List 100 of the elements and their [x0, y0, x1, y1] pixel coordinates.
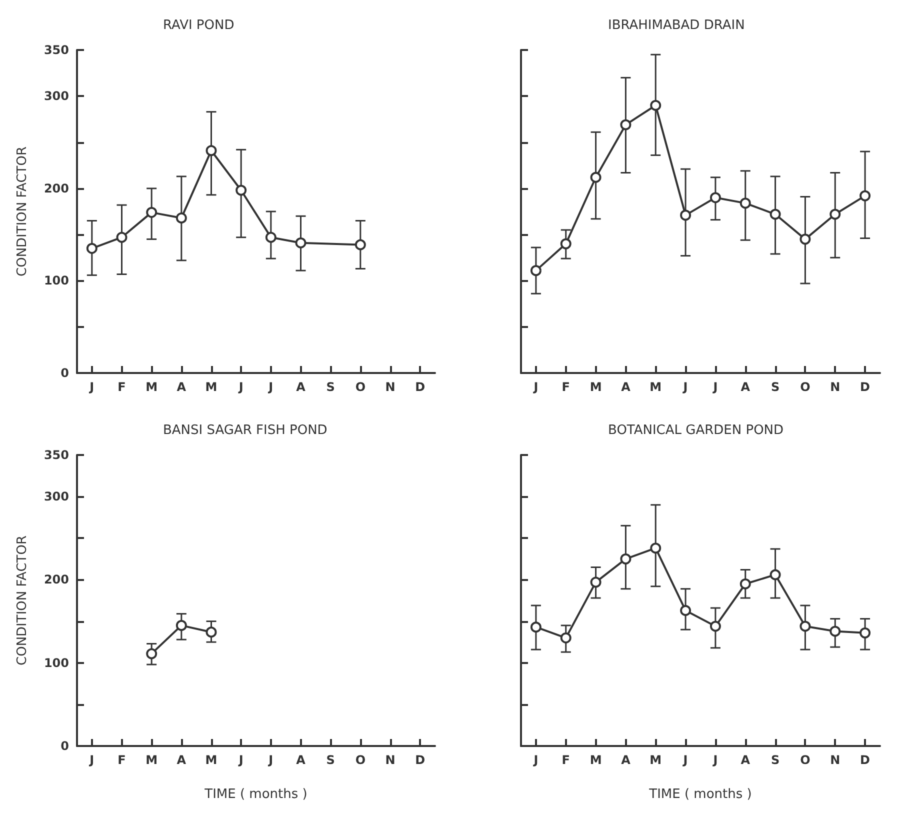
x-tick-label: M: [590, 753, 602, 767]
point: [530, 622, 542, 633]
y-tick-label: 200: [44, 181, 69, 196]
x-tick-label: J: [268, 380, 274, 394]
point: [860, 627, 871, 638]
x-tick-label: J: [88, 753, 94, 767]
point: [740, 578, 751, 590]
chart-title: BANSI SAGAR FISH POND: [163, 423, 328, 438]
x-tick-label: A: [740, 753, 751, 767]
point: [176, 212, 187, 224]
x-tick-label: J: [712, 753, 718, 767]
x-tick-label: J: [268, 753, 274, 767]
point: [560, 632, 572, 644]
y-axis-title: CONDITION FACTOR: [15, 146, 30, 276]
x-tick-label: F: [118, 380, 126, 394]
point: [830, 208, 841, 220]
x-tick-label: N: [830, 380, 840, 394]
x-tick-label: A: [176, 753, 187, 767]
x-tick-label: A: [176, 380, 187, 394]
y-tick-label: 0: [60, 739, 69, 753]
point: [620, 553, 632, 564]
x-tick-label: J: [682, 753, 688, 767]
point: [860, 190, 871, 202]
x-tick-label: S: [326, 380, 335, 394]
point: [830, 626, 841, 637]
point: [590, 172, 602, 183]
point: [530, 265, 542, 276]
x-tick-label: M: [146, 753, 158, 767]
y-tick-label: 350: [44, 448, 69, 462]
x-tick-label: M: [650, 380, 662, 394]
y-tick-label: 300: [44, 89, 69, 104]
point: [146, 206, 158, 218]
y-tick-label: 0: [60, 366, 69, 380]
x-tick-label: D: [415, 380, 426, 394]
point: [354, 239, 366, 250]
x-tick-label: J: [88, 380, 94, 394]
point: [740, 198, 751, 209]
point: [236, 184, 247, 196]
x-tick-label: F: [562, 380, 570, 394]
point: [680, 210, 692, 221]
x-axis-title: TIME ( months ): [648, 787, 752, 802]
x-tick-label: J: [712, 380, 718, 394]
point: [650, 542, 662, 554]
x-tick-label: J: [532, 753, 538, 767]
y-axis-title: CONDITION FACTOR: [15, 536, 30, 666]
x-tick-label: D: [860, 380, 870, 394]
point: [710, 620, 721, 632]
point: [265, 232, 276, 243]
y-tick-label: 100: [44, 656, 69, 670]
point: [800, 620, 811, 632]
x-tick-label: J: [238, 380, 244, 394]
point: [295, 237, 306, 248]
y-tick-label: 100: [44, 274, 69, 288]
x-tick-label: M: [205, 380, 218, 394]
x-tick-label: A: [296, 380, 306, 394]
x-tick-label: D: [415, 753, 426, 767]
point: [680, 604, 692, 616]
x-tick-label: N: [385, 380, 396, 394]
point: [650, 100, 662, 111]
x-tick-label: A: [621, 753, 632, 767]
x-tick-label: D: [860, 753, 870, 767]
point: [560, 238, 572, 250]
x-tick-label: M: [146, 380, 158, 394]
x-tick-label: O: [355, 380, 366, 394]
point: [146, 648, 158, 660]
x-tick-label: M: [205, 753, 218, 767]
point: [770, 208, 781, 220]
x-tick-label: M: [650, 753, 662, 767]
x-tick-label: N: [385, 753, 396, 767]
chart-title: RAVI POND: [163, 18, 234, 33]
point: [770, 569, 781, 580]
x-tick-label: A: [621, 380, 632, 394]
point: [176, 620, 187, 631]
x-tick-label: F: [118, 753, 126, 767]
point: [620, 119, 632, 130]
x-tick-label: O: [355, 753, 366, 767]
x-tick-label: J: [238, 753, 244, 767]
point: [206, 626, 217, 638]
chart-title: IBRAHIMABAD DRAIN: [608, 18, 745, 33]
point: [86, 242, 98, 254]
x-tick-label: M: [590, 380, 602, 394]
x-tick-label: S: [326, 753, 335, 767]
y-tick-label: 200: [44, 572, 69, 587]
x-tick-label: A: [740, 380, 751, 394]
y-tick-label: 350: [44, 43, 69, 57]
chart-title: BOTANICAL GARDEN POND: [608, 423, 784, 438]
y-tick-label: 300: [44, 490, 69, 504]
point: [206, 145, 217, 156]
x-tick-label: F: [562, 753, 570, 767]
point: [590, 576, 602, 588]
x-tick-label: O: [800, 380, 810, 394]
x-tick-label: O: [800, 753, 810, 767]
x-tick-label: N: [830, 753, 840, 767]
x-tick-label: J: [532, 380, 538, 394]
x-axis-title: TIME ( months ): [204, 787, 308, 802]
x-tick-label: A: [296, 753, 306, 767]
point: [710, 192, 721, 204]
x-tick-label: S: [770, 753, 780, 767]
point: [800, 234, 811, 245]
point: [116, 232, 128, 243]
